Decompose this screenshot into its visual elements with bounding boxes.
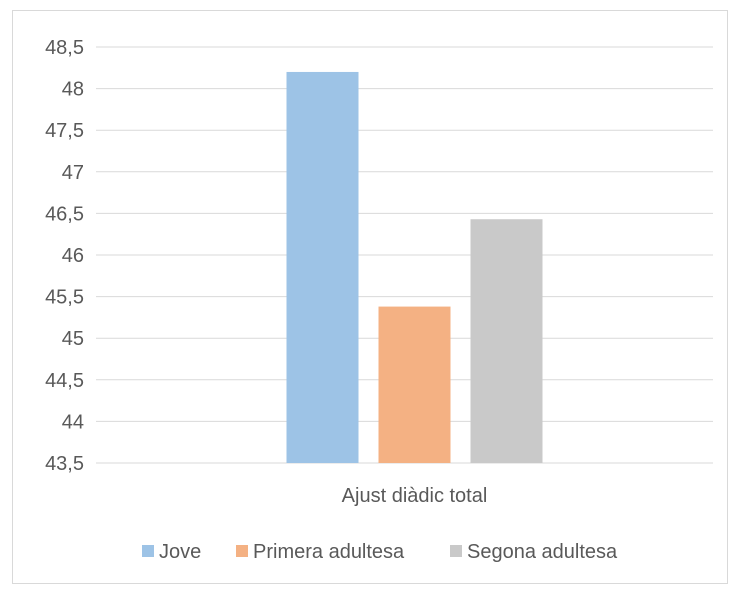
bar-segona-adultesa [470, 219, 543, 463]
legend-swatch-segona-adultesa [450, 545, 462, 557]
y-tick-label: 45,5 [45, 287, 84, 309]
legend-label-segona-adultesa: Segona adultesa [467, 541, 618, 563]
legend-swatch-jove [142, 545, 154, 557]
legend-swatch-primera-adultesa [236, 545, 248, 557]
bar-primera-adultesa [378, 306, 451, 463]
y-tick-label: 45 [62, 328, 84, 350]
legend-label-jove: Jove [159, 541, 201, 563]
y-tick-label: 44 [62, 411, 84, 433]
x-category-label: Ajust diàdic total [342, 485, 488, 507]
y-tick-label: 47 [62, 162, 84, 184]
y-tick-label: 48 [62, 79, 84, 101]
y-tick-label: 47,5 [45, 120, 84, 142]
y-tick-label: 46 [62, 245, 84, 267]
y-tick-label: 48,5 [45, 37, 84, 59]
y-tick-label: 43,5 [45, 453, 84, 475]
y-tick-label: 46,5 [45, 203, 84, 225]
legend-label-primera-adultesa: Primera adultesa [253, 541, 405, 563]
y-tick-label: 44,5 [45, 370, 84, 392]
bar-jove [286, 71, 359, 464]
